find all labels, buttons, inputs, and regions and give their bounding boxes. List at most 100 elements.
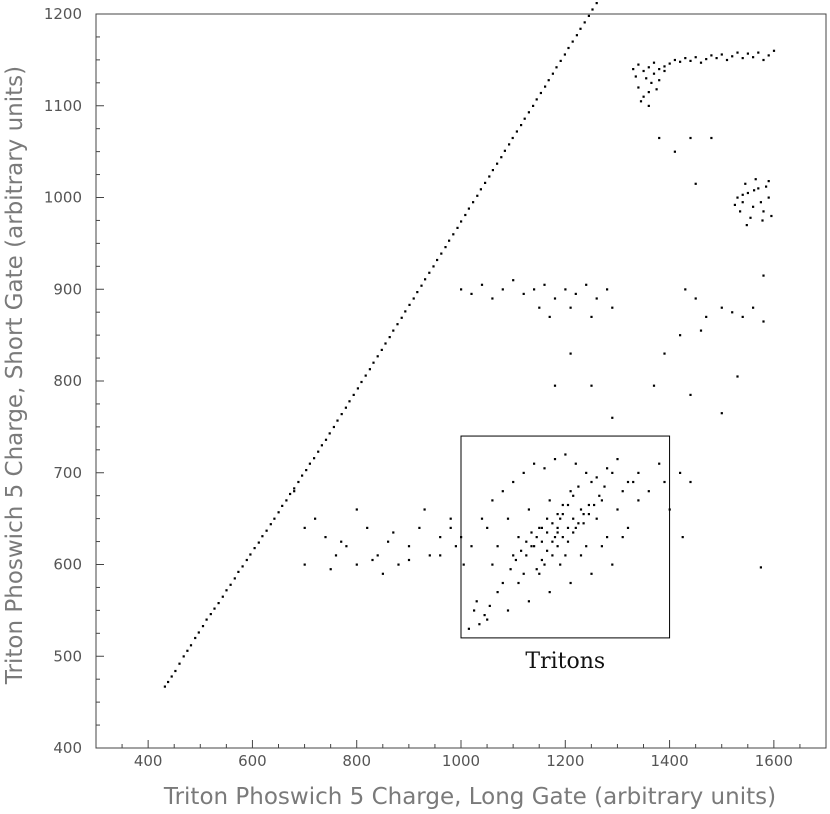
data-point: [574, 292, 577, 295]
data-point: [543, 283, 546, 286]
data-point: [470, 292, 473, 295]
data-point: [559, 563, 562, 566]
data-point: [460, 220, 463, 223]
data-point: [428, 271, 431, 274]
data-point: [503, 149, 506, 152]
x-tick-label: 800: [342, 752, 371, 770]
data-point: [496, 591, 499, 594]
data-point: [522, 572, 525, 575]
data-point: [639, 100, 643, 103]
data-point: [590, 384, 593, 387]
data-point: [642, 95, 645, 98]
data-point: [746, 52, 749, 55]
data-point: [197, 631, 200, 634]
data-point: [301, 474, 304, 477]
data-point: [556, 545, 559, 548]
data-point: [491, 563, 494, 566]
data-point: [387, 540, 390, 543]
data-point: [484, 181, 487, 184]
data-point: [553, 458, 557, 461]
data-point: [689, 480, 692, 484]
data-point: [574, 526, 577, 529]
data-point: [575, 34, 578, 37]
tritons-label: Tritons: [525, 649, 605, 674]
data-point: [569, 306, 572, 309]
data-point: [583, 21, 586, 24]
data-points: [163, 2, 776, 688]
data-point: [556, 531, 559, 534]
data-point: [587, 513, 590, 516]
data-point: [454, 545, 457, 548]
data-point: [509, 568, 512, 571]
data-point: [564, 453, 567, 456]
data-point: [647, 66, 650, 69]
data-point: [340, 413, 343, 416]
data-point: [658, 136, 661, 140]
data-point: [486, 526, 489, 529]
data-point: [366, 526, 369, 529]
data-point: [217, 602, 220, 605]
data-point: [364, 374, 367, 377]
data-point: [547, 79, 550, 82]
data-point: [585, 283, 588, 286]
data-point: [253, 547, 256, 550]
data-point: [577, 485, 580, 488]
data-point: [741, 201, 744, 204]
data-point: [551, 540, 554, 543]
data-point: [324, 536, 327, 539]
data-point: [293, 490, 296, 493]
data-point: [303, 563, 306, 566]
data-point: [753, 189, 756, 192]
data-point: [408, 303, 411, 306]
data-point: [681, 536, 684, 539]
x-axis-label: Triton Phoswich 5 Charge, Long Gate (arb…: [163, 784, 776, 810]
data-point: [277, 511, 280, 514]
data-point: [733, 203, 736, 206]
data-point: [595, 2, 598, 5]
data-point: [517, 581, 520, 585]
data-point: [476, 194, 479, 197]
data-point: [658, 462, 661, 465]
data-point: [642, 69, 645, 73]
data-point: [163, 685, 166, 688]
data-point: [512, 554, 515, 557]
data-point: [167, 680, 170, 684]
data-point: [746, 191, 749, 195]
data-point: [767, 180, 770, 183]
data-point: [626, 480, 630, 484]
data-point: [538, 306, 541, 309]
data-point: [736, 375, 739, 378]
data-point: [658, 79, 661, 82]
data-point: [535, 98, 538, 101]
data-point: [478, 623, 481, 626]
data-point: [553, 384, 557, 387]
data-point: [699, 61, 703, 64]
data-point: [380, 348, 383, 351]
data-point: [637, 86, 640, 89]
data-point: [229, 583, 232, 586]
data-point: [462, 563, 465, 566]
data-point: [313, 457, 316, 460]
data-point: [439, 554, 442, 557]
data-point: [297, 480, 300, 484]
data-point: [595, 517, 598, 520]
data-point: [606, 288, 609, 291]
data-point: [533, 462, 536, 465]
data-point: [585, 545, 588, 548]
data-point: [456, 226, 459, 229]
data-point: [525, 554, 528, 557]
data-point: [564, 554, 567, 557]
data-point: [720, 306, 723, 309]
data-point: [752, 306, 755, 309]
data-point: [663, 65, 666, 68]
data-point: [561, 503, 564, 507]
data-point: [368, 368, 371, 371]
data-point: [559, 59, 562, 62]
data-point: [201, 625, 205, 628]
data-point: [673, 150, 676, 153]
data-point: [673, 58, 676, 62]
data-point: [689, 136, 692, 140]
data-point: [582, 513, 585, 516]
data-point: [464, 213, 467, 217]
data-point: [694, 297, 697, 300]
